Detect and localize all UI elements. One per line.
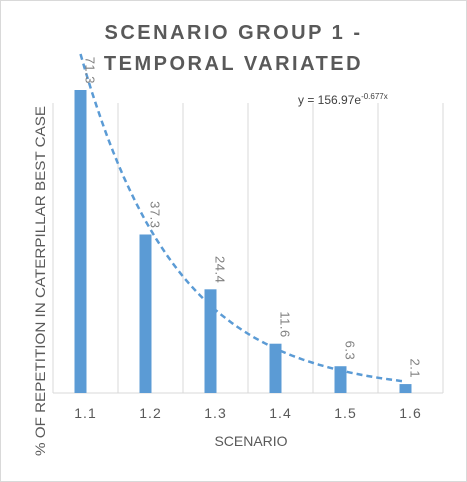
data-label: 11.6 [278, 311, 293, 337]
y-axis-title: % OF REPETITION IN CATERPILLAR BEST CASE [32, 106, 48, 456]
x-tick-labels: 1.1 1.2 1.3 1.4 1.5 1.6 [74, 405, 421, 421]
trendline-equation-exponent: -0.677x [361, 92, 388, 101]
chart-title-line-1: SCENARIO GROUP 1 - [104, 22, 363, 44]
trendline-equation: y = 156.97e-0.677x [298, 92, 388, 107]
bar [139, 234, 152, 393]
data-label: 2.1 [408, 358, 423, 378]
bar [399, 384, 412, 393]
bar [334, 366, 347, 393]
trendline [79, 53, 406, 383]
x-axis-title: SCENARIO [214, 433, 287, 449]
x-tick-label: 1.4 [269, 405, 291, 421]
data-labels: 71.3 37.3 24.4 11.6 6.3 2.1 [83, 57, 423, 378]
x-tick-label: 1.1 [74, 405, 96, 421]
chart-title-line-2: TEMPORAL VARIATED [103, 53, 364, 75]
gridlines [52, 103, 444, 393]
chart-title: SCENARIO GROUP 1 - TEMPORAL VARIATED [0, 18, 467, 80]
x-tick-label: 1.5 [334, 405, 356, 421]
bar [269, 343, 282, 393]
data-label: 24.4 [213, 256, 228, 283]
x-tick-label: 1.3 [204, 405, 226, 421]
trendline-equation-base: y = 156.97e [298, 93, 361, 107]
data-label: 37.3 [148, 201, 163, 228]
data-label: 71.3 [83, 57, 98, 84]
x-tick-label: 1.2 [139, 405, 161, 421]
x-tick-label: 1.6 [399, 405, 421, 421]
bar [204, 289, 217, 393]
data-label: 6.3 [343, 341, 358, 361]
bar [74, 90, 87, 393]
bars [74, 90, 412, 393]
